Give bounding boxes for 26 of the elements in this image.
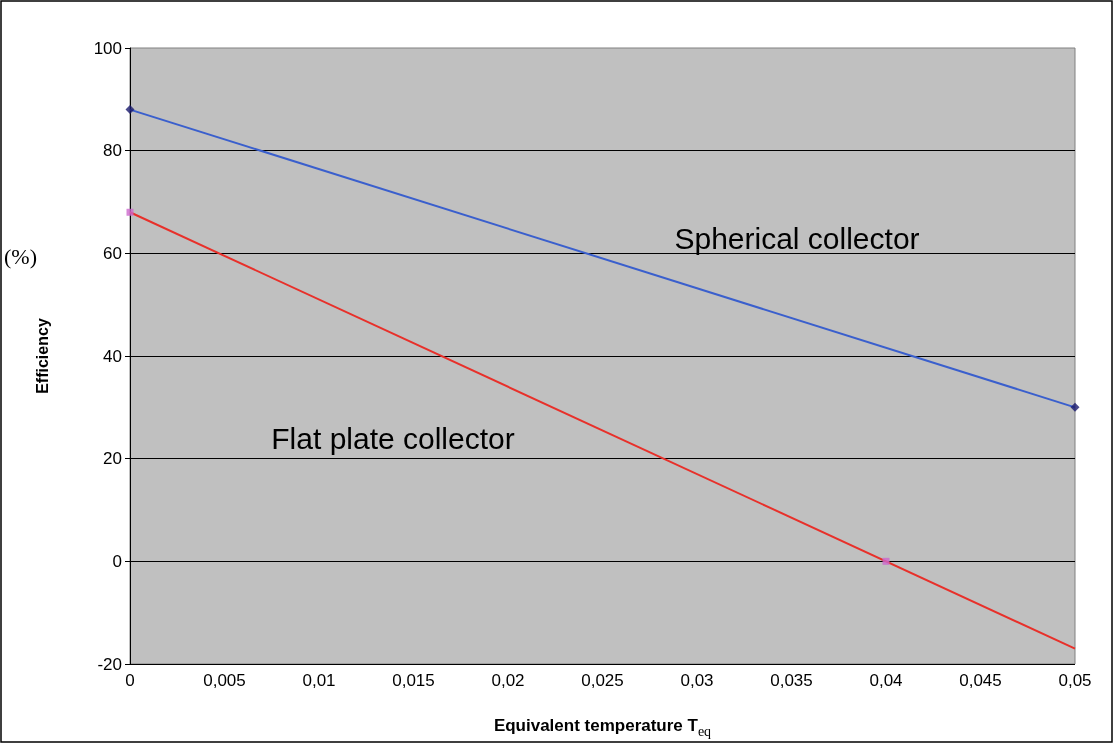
point (125, 105, 135, 115)
x-tick-label: 0,04 (869, 671, 903, 690)
x-tick-label: 0,025 (581, 671, 624, 690)
x-tick-label: 0,05 (1058, 671, 1092, 690)
point (126, 208, 134, 216)
y-tick-label: 60 (103, 243, 122, 263)
annotation: Spherical collector (674, 221, 920, 255)
x-tick-label: 0,01 (302, 671, 336, 690)
y-tick-label: 40 (103, 346, 122, 366)
y-axis-title: Efficiency (33, 318, 51, 394)
x-tick-label: 0,02 (491, 671, 525, 690)
y-tick-label: 0 (112, 551, 122, 571)
y-tick-label: 80 (103, 141, 122, 161)
y-tick-label: 20 (103, 449, 122, 469)
x-tick-label: 0,005 (203, 671, 246, 690)
point (1070, 402, 1080, 412)
x-tick-label: 0,045 (959, 671, 1002, 690)
text: (%) (4, 243, 37, 269)
x-tick-label: 0,015 (392, 671, 435, 690)
x-tick-label: 0 (125, 671, 135, 690)
x-tick-label: 0,03 (680, 671, 714, 690)
point (882, 557, 890, 565)
x-tick-label: 0,035 (770, 671, 813, 690)
y-tick-label: -20 (97, 654, 122, 674)
y-tick-label: 100 (93, 38, 122, 58)
annotation: Flat plate collector (271, 421, 515, 455)
